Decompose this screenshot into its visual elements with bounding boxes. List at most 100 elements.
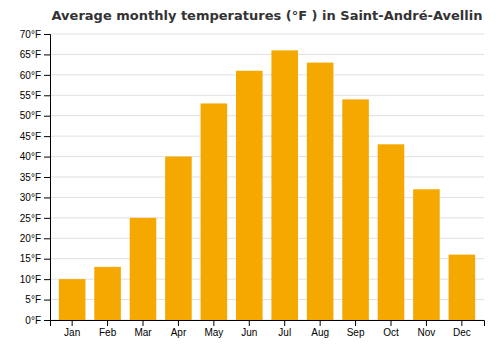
- grid-line: [50, 95, 484, 96]
- x-tick: Jun: [241, 320, 257, 338]
- grid-line: [50, 74, 484, 75]
- bar: [342, 99, 369, 320]
- y-tick-label: 55°F: [20, 90, 41, 101]
- x-tick-mark: [107, 320, 108, 326]
- y-tick: 25°F: [20, 213, 50, 224]
- x-tick-mark: [426, 320, 427, 326]
- x-axis-line: [51, 321, 485, 327]
- bar: [201, 103, 228, 320]
- y-tick-label: 50°F: [20, 110, 41, 121]
- y-tick-mark: [44, 34, 50, 35]
- y-tick-mark: [44, 177, 50, 178]
- grid-line: [50, 54, 484, 55]
- bars: [59, 50, 475, 320]
- y-tick: 70°F: [20, 29, 50, 40]
- x-tick-label: Oct: [383, 327, 399, 338]
- x-tick-label: Nov: [418, 327, 436, 338]
- bar: [307, 63, 334, 320]
- y-tick: 20°F: [20, 233, 50, 244]
- y-tick-mark: [44, 157, 50, 158]
- x-tick-mark: [461, 320, 462, 326]
- y-tick-mark: [44, 300, 50, 301]
- x-tick-label: Dec: [453, 327, 471, 338]
- x-tick-mark: [284, 320, 285, 326]
- chart: 0°F 5°F 10°F 15°F 20°F 25°F 30°F 35°F 40°F 45°F 50…: [0, 0, 500, 350]
- y-tick-label: 20°F: [20, 233, 41, 244]
- bar: [449, 255, 476, 320]
- y-tick-mark: [44, 279, 50, 280]
- x-tick-mark: [143, 320, 144, 326]
- x-tick: Sep: [347, 320, 365, 338]
- y-tick-label: 70°F: [20, 29, 41, 40]
- y-tick-label: 5°F: [25, 294, 41, 305]
- y-tick-mark: [44, 218, 50, 219]
- y-tick-label: 40°F: [20, 151, 41, 162]
- y-tick-label: 65°F: [20, 49, 41, 60]
- y-tick-label: 0°F: [25, 315, 41, 326]
- bar: [271, 50, 298, 320]
- y-tick: 55°F: [20, 90, 50, 101]
- y-tick: 10°F: [20, 274, 50, 285]
- bar: [94, 267, 121, 320]
- y-tick-mark: [44, 75, 50, 76]
- y-tick-label: 15°F: [20, 253, 41, 264]
- x-tick-mark: [178, 320, 179, 326]
- grid-line: [50, 115, 484, 116]
- x-tick: Apr: [171, 320, 187, 338]
- bar: [413, 189, 440, 320]
- x-tick: Oct: [383, 320, 399, 338]
- grid-line: [50, 34, 484, 35]
- y-axis-line: [44, 35, 51, 321]
- grid-line: [50, 136, 484, 137]
- y-tick-label: 30°F: [20, 192, 41, 203]
- y-tick-mark: [44, 259, 50, 260]
- y-tick-label: 60°F: [20, 70, 41, 81]
- grid: [50, 34, 484, 320]
- bar: [236, 71, 263, 320]
- x-tick: May: [204, 320, 223, 338]
- y-axis: 0°F 5°F 10°F 15°F 20°F 25°F 30°F 35°F 40°F 45°F 50…: [20, 29, 51, 326]
- x-tick-mark: [355, 320, 356, 326]
- y-tick-mark: [44, 320, 50, 321]
- x-tick: Jan: [64, 320, 80, 338]
- y-tick-mark: [44, 116, 50, 117]
- y-tick: 60°F: [20, 70, 50, 81]
- y-tick-mark: [44, 54, 50, 55]
- bar: [130, 218, 157, 320]
- grid-line: [50, 177, 484, 178]
- x-axis: Jan Feb Mar Apr May Jun Jul Aug Sep Oct Nov Dec: [51, 320, 485, 338]
- y-tick: 65°F: [20, 49, 50, 60]
- x-tick-mark: [391, 320, 392, 326]
- title: Average monthly temperatures (°F ) in Sa…: [52, 8, 483, 23]
- x-tick: Feb: [99, 320, 117, 338]
- bar: [378, 144, 405, 320]
- y-tick-label: 45°F: [20, 131, 41, 142]
- y-tick-mark: [44, 95, 50, 96]
- plot: 0°F 5°F 10°F 15°F 20°F 25°F 30°F 35°F 40°F 45°F 50…: [20, 29, 485, 338]
- y-tick-label: 25°F: [20, 213, 41, 224]
- x-tick-label: Jul: [278, 327, 291, 338]
- x-tick-mark: [249, 320, 250, 326]
- y-tick: 15°F: [20, 253, 50, 264]
- y-tick: 50°F: [20, 110, 50, 121]
- bar: [165, 157, 192, 320]
- x-tick: Dec: [453, 320, 471, 338]
- bar: [59, 279, 86, 320]
- y-tick: 35°F: [20, 172, 50, 183]
- y-tick: 30°F: [20, 192, 50, 203]
- x-tick-label: Jan: [64, 327, 80, 338]
- y-tick: 0°F: [25, 315, 50, 326]
- x-tick-mark: [213, 320, 214, 326]
- x-tick-label: Apr: [171, 327, 187, 338]
- x-tick: Nov: [418, 320, 436, 338]
- x-tick-label: Mar: [134, 327, 152, 338]
- x-tick-label: Jun: [241, 327, 257, 338]
- y-tick: 40°F: [20, 151, 50, 162]
- y-tick-mark: [44, 238, 50, 239]
- y-tick-mark: [44, 197, 50, 198]
- x-tick-label: Aug: [311, 327, 329, 338]
- x-tick-label: May: [204, 327, 223, 338]
- grid-line: [50, 156, 484, 157]
- x-tick-label: Sep: [347, 327, 365, 338]
- x-tick-mark: [72, 320, 73, 326]
